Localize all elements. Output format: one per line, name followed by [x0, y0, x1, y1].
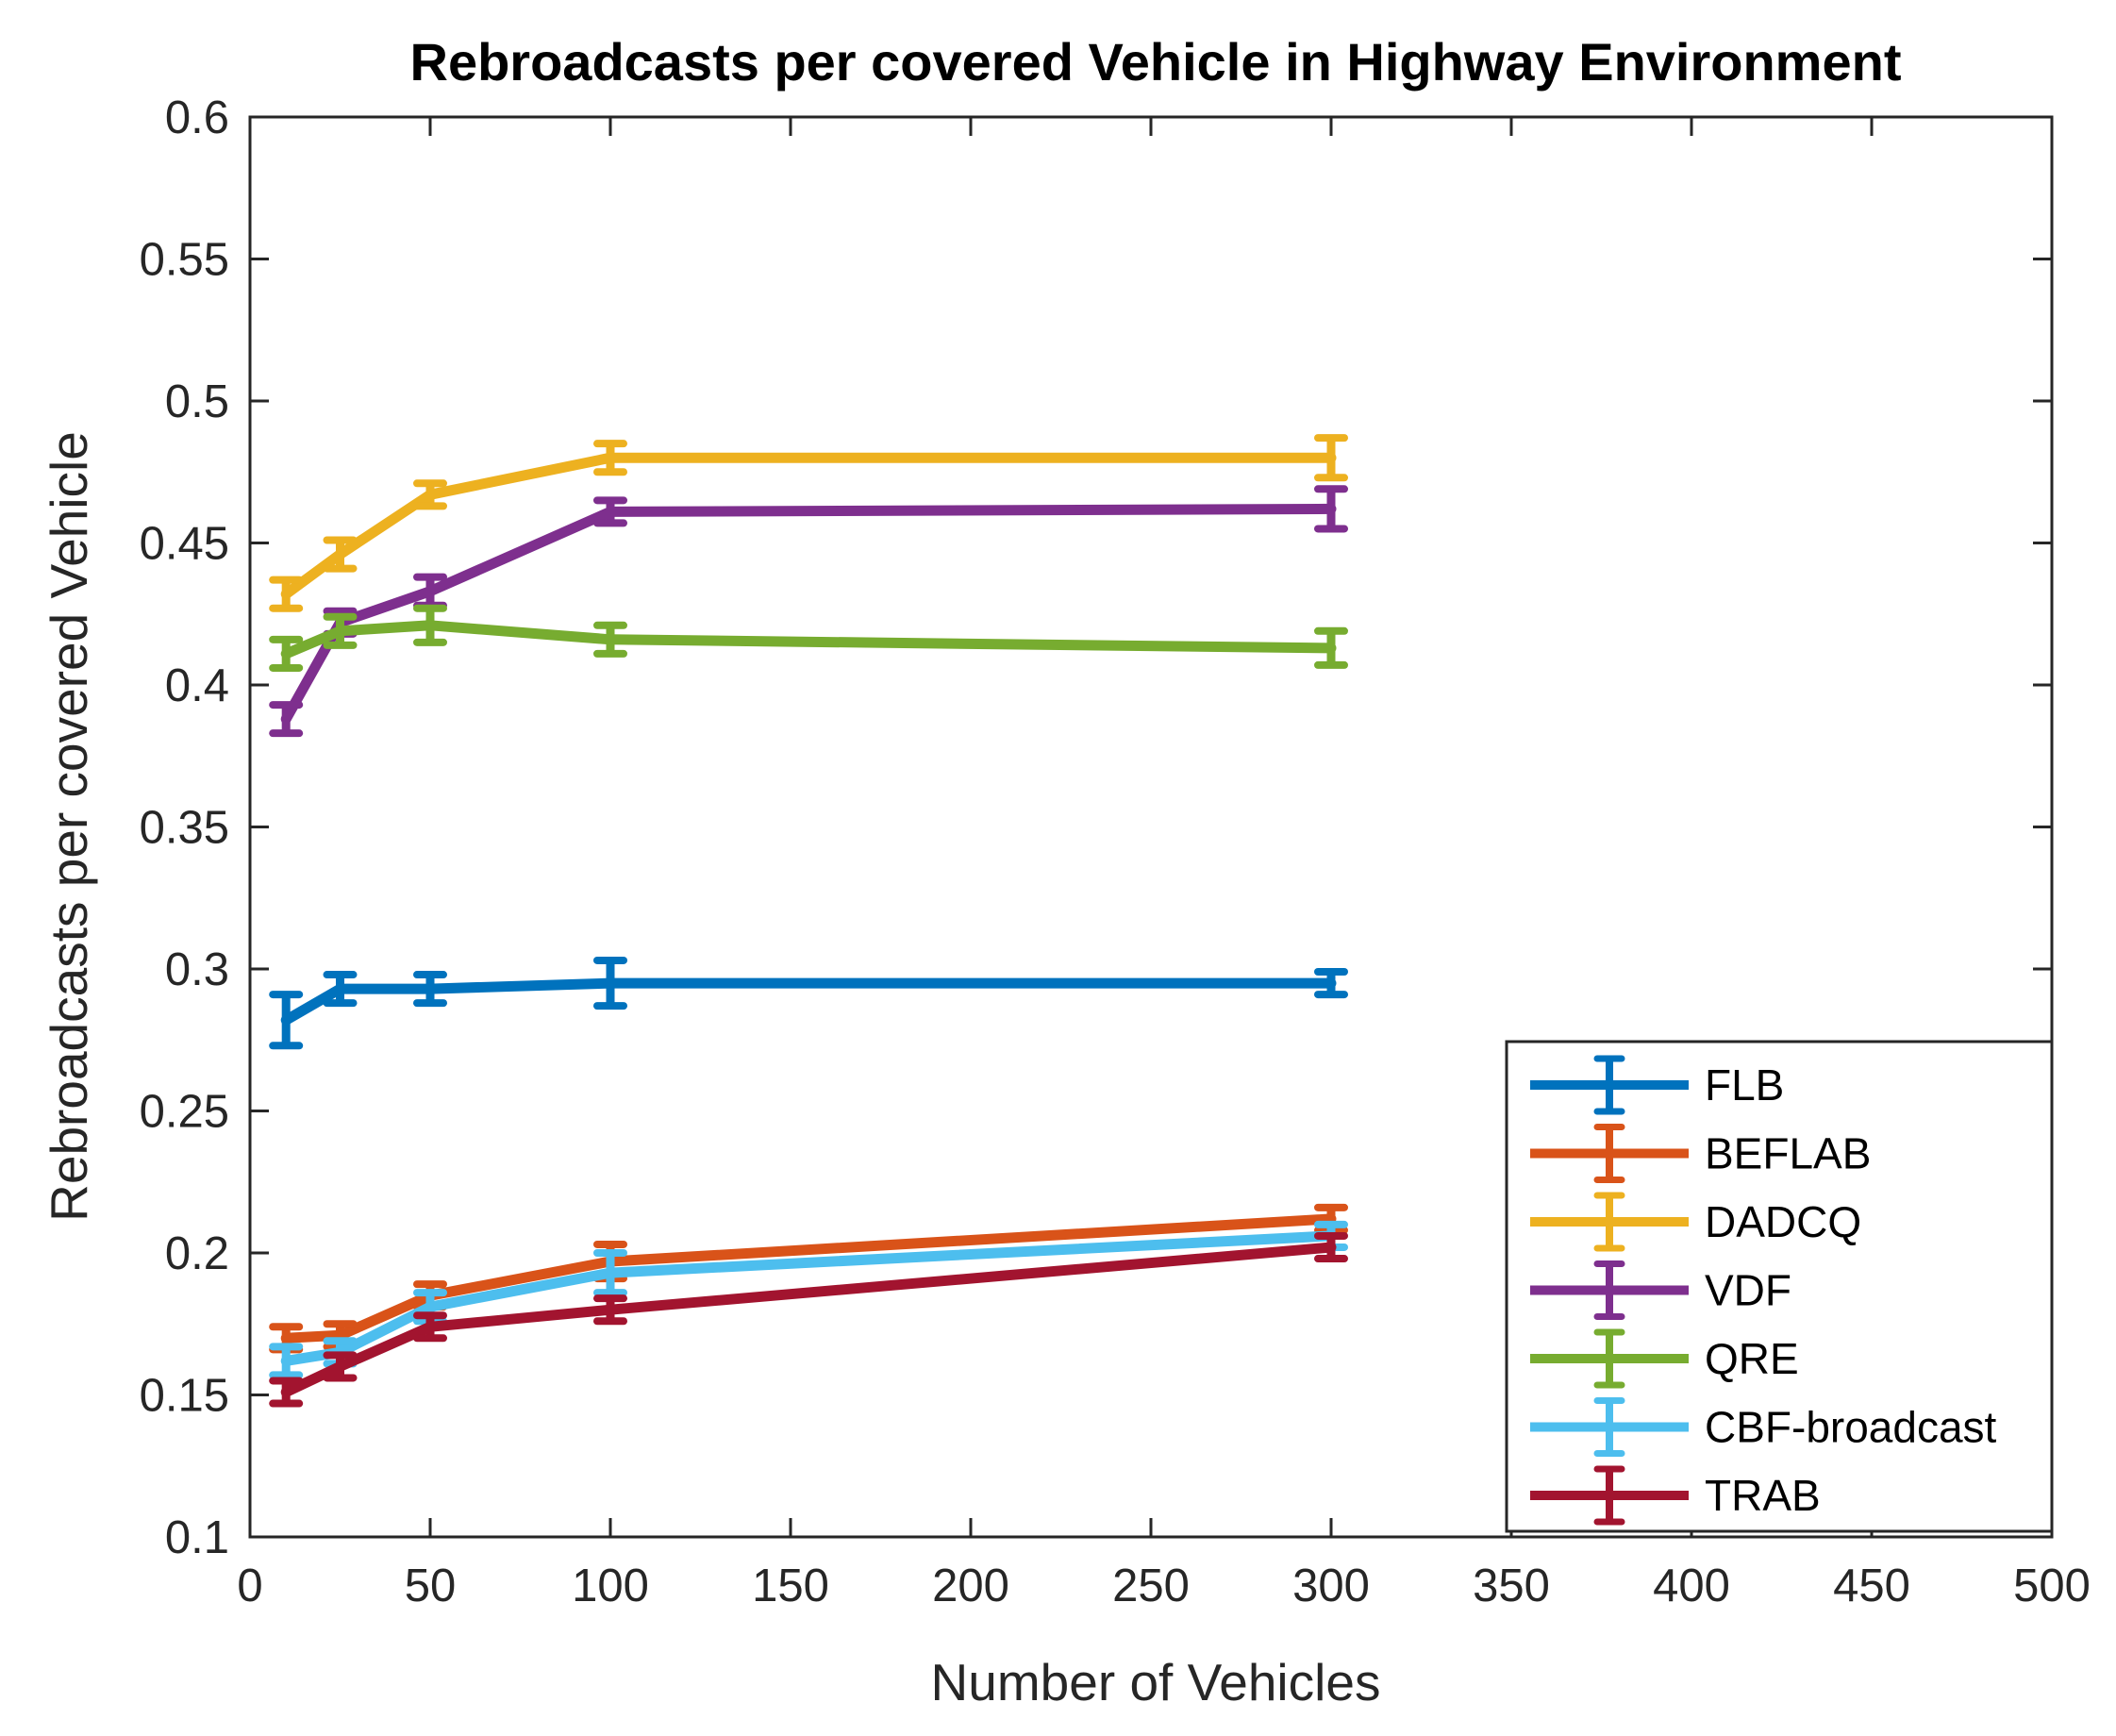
legend-item-vdf: VDF: [1530, 1260, 1791, 1320]
error-bar: [593, 440, 627, 476]
legend-item-cbf-broadcast: CBF-broadcast: [1530, 1397, 1997, 1457]
legend-label: CBF-broadcast: [1705, 1403, 1997, 1452]
legend-label: BEFLAB: [1705, 1129, 1871, 1178]
legend-label: QRE: [1705, 1334, 1799, 1383]
y-tick-label: 0.45: [140, 519, 229, 570]
y-tick-label: 0.4: [165, 660, 229, 711]
y-tick-label: 0.25: [140, 1087, 229, 1138]
x-tick-label: 300: [1292, 1561, 1370, 1611]
series-qre: [269, 604, 1348, 672]
plot-frame: [248, 115, 2054, 1539]
error-bar: [413, 479, 447, 510]
y-tick-label: 0.2: [165, 1228, 229, 1279]
error-bar: [323, 1351, 358, 1382]
error-bar: [593, 1294, 627, 1326]
series-trab: [269, 1231, 1348, 1408]
legend-label: DADCQ: [1705, 1197, 1861, 1246]
error-bar: [269, 701, 304, 738]
error-bar: [269, 1377, 304, 1408]
x-tick-label: 400: [1653, 1561, 1730, 1611]
chart-title: Rebroadcasts per covered Vehicle in High…: [410, 32, 1902, 92]
y-tick-label: 0.35: [140, 803, 229, 854]
y-axis: 0.1 0.15 0.2 0.25 0.3 0.35 0.4 0.45 0.5 0.55 0.6: [140, 92, 2052, 1563]
y-axis-label: Rebroadcasts per covered Vehicle: [40, 431, 98, 1222]
series-flb: [269, 956, 1348, 1050]
x-tick-label: 150: [752, 1561, 829, 1611]
error-bar: [593, 496, 627, 527]
error-bar: [269, 576, 304, 612]
y-tick-label: 0.1: [165, 1512, 229, 1563]
legend-item-flb: FLB: [1530, 1055, 1784, 1115]
y-tick-label: 0.15: [140, 1371, 229, 1422]
x-tick-label: 100: [572, 1561, 649, 1611]
y-tick-label: 0.55: [140, 235, 229, 286]
series-dadcq: [269, 434, 1348, 612]
x-tick-label: 200: [932, 1561, 1009, 1611]
error-bar: [1314, 1231, 1348, 1263]
x-tick-label: 450: [1833, 1561, 1910, 1611]
legend-label: FLB: [1705, 1060, 1784, 1110]
legend-label: VDF: [1705, 1266, 1791, 1315]
error-bar: [269, 1343, 304, 1379]
error-bar: [323, 536, 358, 573]
x-axis: 0 50 100 150 200 250 300 350 400 450 500: [237, 117, 2091, 1611]
error-bar: [593, 621, 627, 658]
x-tick-label: 350: [1473, 1561, 1550, 1611]
error-bar: [593, 1249, 627, 1297]
legend-item-qre: QRE: [1530, 1328, 1799, 1389]
x-tick-label: 500: [2013, 1561, 2091, 1611]
error-bar: [1314, 485, 1348, 533]
legend-label: TRAB: [1705, 1471, 1821, 1520]
error-bar: [1314, 626, 1348, 669]
error-bar: [1314, 968, 1348, 999]
error-bar: [413, 971, 447, 1008]
x-axis-label: Number of Vehicles: [931, 1653, 1381, 1711]
error-bar: [269, 991, 304, 1050]
legend-item-trab: TRAB: [1530, 1465, 1821, 1526]
error-bar: [269, 635, 304, 672]
y-tick-label: 0.6: [165, 92, 229, 143]
x-tick-label: 50: [405, 1561, 457, 1611]
x-tick-label: 0: [237, 1561, 262, 1611]
legend: FLB BEFLAB DADCQ VDF QRE CBF-broadcast TRAB: [1505, 1040, 2054, 1533]
legend-item-beflab: BEFLAB: [1530, 1124, 1871, 1183]
legend-item-dadcq: DADCQ: [1530, 1192, 1861, 1252]
error-bar: [1314, 434, 1348, 482]
y-tick-label: 0.5: [165, 376, 229, 427]
legend-entries: FLB BEFLAB DADCQ VDF QRE CBF-broadcast TRAB: [1530, 1055, 1997, 1526]
error-bar: [413, 604, 447, 646]
error-bar: [323, 612, 358, 649]
error-bar: [413, 1311, 447, 1343]
error-bar: [323, 971, 358, 1008]
data-series: [269, 434, 1348, 1408]
error-bar: [593, 956, 627, 1010]
x-tick-label: 250: [1112, 1561, 1190, 1611]
y-tick-label: 0.3: [165, 944, 229, 995]
